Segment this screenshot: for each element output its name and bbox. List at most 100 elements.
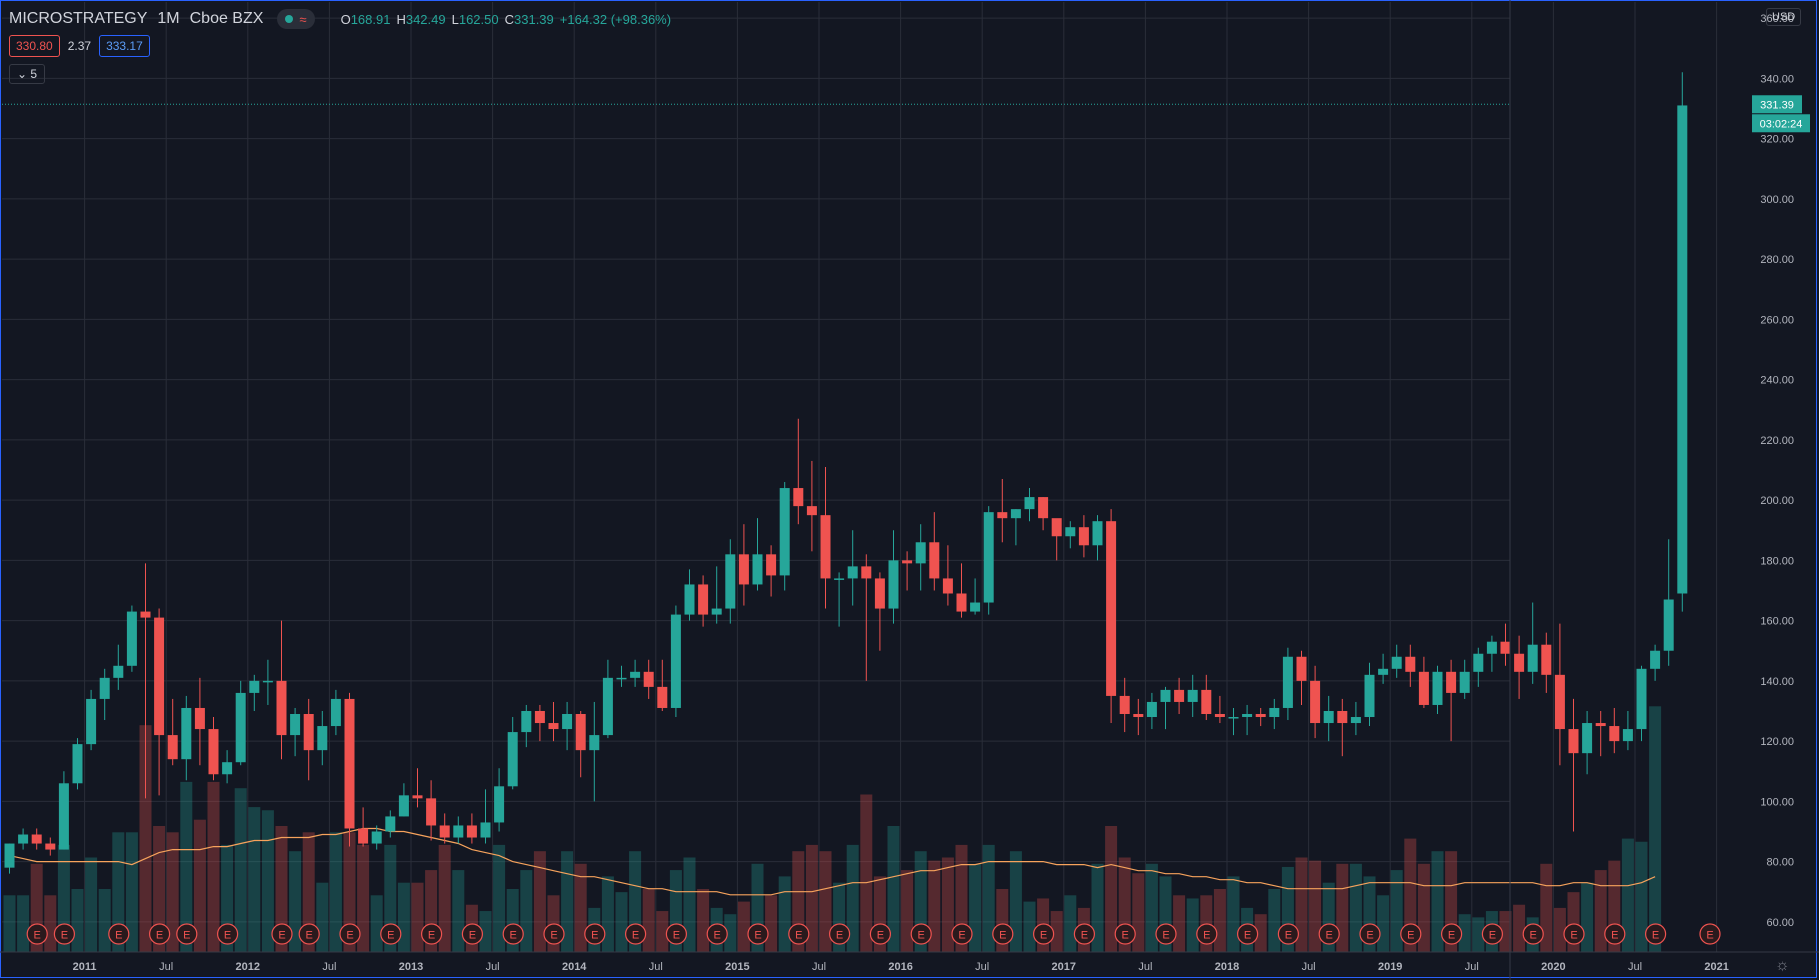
volume-bar bbox=[778, 876, 791, 952]
candle-body bbox=[1051, 518, 1062, 537]
earnings-marker bbox=[176, 923, 198, 945]
y-tick-label: 60.00 bbox=[1766, 917, 1794, 929]
volume-bar bbox=[207, 781, 220, 952]
candle-body bbox=[371, 831, 382, 844]
volume-bar bbox=[1390, 870, 1403, 952]
volume-bar bbox=[533, 851, 546, 952]
volume-bar bbox=[3, 895, 16, 952]
earnings-marker bbox=[461, 923, 483, 945]
candle-body bbox=[72, 744, 83, 784]
earnings-marker bbox=[217, 923, 239, 945]
earnings-marker-label: E bbox=[632, 930, 639, 942]
volume-bar bbox=[1581, 882, 1594, 952]
volume-bar bbox=[302, 832, 315, 952]
candle-body bbox=[657, 686, 668, 708]
candle-body bbox=[1418, 671, 1429, 705]
earnings-marker-label: E bbox=[1162, 930, 1169, 942]
ohlc-item: C331.39 bbox=[505, 12, 554, 27]
candle-body bbox=[426, 798, 437, 826]
volume-bar bbox=[125, 832, 138, 952]
volume-bar bbox=[805, 844, 818, 952]
earnings-marker-label: E bbox=[428, 930, 435, 942]
volume-bar bbox=[969, 863, 982, 952]
volume-bar bbox=[1431, 851, 1444, 952]
candle-body bbox=[208, 729, 219, 775]
earnings-marker bbox=[108, 923, 130, 945]
volume-bar bbox=[1349, 863, 1362, 952]
candle-body bbox=[1310, 680, 1321, 724]
candle-body bbox=[956, 593, 967, 612]
candle-body bbox=[45, 843, 56, 850]
bid-ask-row: 330.80 2.37 333.17 bbox=[9, 35, 150, 57]
volume-bar bbox=[737, 901, 750, 952]
earnings-marker bbox=[869, 923, 892, 945]
candles bbox=[4, 72, 1688, 874]
ask-price[interactable]: 333.17 bbox=[99, 35, 150, 57]
candle-body bbox=[1446, 671, 1457, 693]
earnings-marker-label: E bbox=[469, 930, 476, 942]
volume-bar bbox=[1009, 851, 1022, 952]
volume-bar bbox=[1227, 876, 1240, 952]
earnings-marker-label: E bbox=[156, 930, 163, 942]
earnings-marker bbox=[1114, 923, 1136, 945]
candle-body bbox=[1595, 723, 1606, 727]
candle-body bbox=[1201, 689, 1212, 714]
volume-bar bbox=[248, 807, 261, 952]
market-status-toggle[interactable]: ≈ bbox=[277, 9, 315, 29]
candle-body bbox=[194, 707, 205, 730]
earnings-marker bbox=[1359, 923, 1381, 945]
y-tick-label: 320.00 bbox=[1760, 134, 1794, 146]
volume-bar bbox=[1173, 895, 1186, 952]
earnings-marker bbox=[149, 923, 171, 945]
x-tick-label: Jul bbox=[812, 961, 826, 973]
earnings-marker bbox=[380, 923, 402, 945]
earnings-marker-label: E bbox=[1706, 930, 1713, 942]
earnings-marker bbox=[26, 923, 48, 945]
earnings-marker bbox=[910, 923, 932, 945]
candle-body bbox=[1092, 521, 1103, 546]
candle-body bbox=[684, 584, 695, 615]
earnings-marker bbox=[339, 923, 361, 945]
market-open-icon bbox=[285, 15, 294, 23]
y-tick-label: 240.00 bbox=[1760, 375, 1794, 387]
volume-bar bbox=[166, 832, 179, 952]
earnings-marker bbox=[706, 923, 728, 945]
gear-icon[interactable]: ☼ bbox=[1775, 957, 1790, 974]
earnings-marker bbox=[298, 923, 320, 945]
time-axis: 2011 Jul 2012 Jul 2013 Jul 2014 Jul 2015 Jul 2016 J… bbox=[0, 951, 1819, 973]
y-tick-label: 80.00 bbox=[1766, 857, 1794, 869]
volume-bar bbox=[275, 826, 288, 952]
x-tick-label: 2011 bbox=[73, 961, 97, 973]
earnings-marker bbox=[624, 923, 647, 945]
volume-bar bbox=[193, 819, 206, 952]
candle-body bbox=[113, 665, 124, 678]
currency-label[interactable]: USD bbox=[1766, 8, 1802, 26]
earnings-marker-label: E bbox=[754, 930, 761, 942]
volume-bar bbox=[1050, 911, 1063, 952]
volume-bar bbox=[438, 844, 451, 952]
moving-average bbox=[9, 827, 1656, 896]
volume-bar bbox=[1336, 863, 1349, 952]
candle-body bbox=[847, 566, 858, 579]
earnings-marker bbox=[951, 923, 973, 945]
ohlc-item: L162.50 bbox=[452, 12, 499, 27]
candle-body bbox=[1106, 521, 1117, 696]
bid-price[interactable]: 330.80 bbox=[9, 35, 60, 57]
x-tick-label: 2013 bbox=[399, 961, 423, 973]
symbol-name[interactable]: MICROSTRATEGY bbox=[9, 10, 148, 27]
earnings-marker-label: E bbox=[877, 930, 884, 942]
candle-body bbox=[126, 611, 137, 666]
candle-body bbox=[154, 617, 165, 736]
earnings-marker bbox=[1604, 923, 1626, 945]
volume-bars bbox=[3, 706, 1662, 952]
volume-bar bbox=[1145, 863, 1158, 952]
earnings-marker bbox=[1032, 923, 1055, 945]
candle-body bbox=[1391, 656, 1402, 669]
indicators-toggle[interactable]: ⌄ 5 bbox=[9, 64, 46, 84]
volume-bar bbox=[1064, 895, 1077, 952]
volume-bar bbox=[819, 851, 832, 952]
candle-body bbox=[752, 554, 763, 585]
interval[interactable]: 1M bbox=[157, 10, 180, 27]
